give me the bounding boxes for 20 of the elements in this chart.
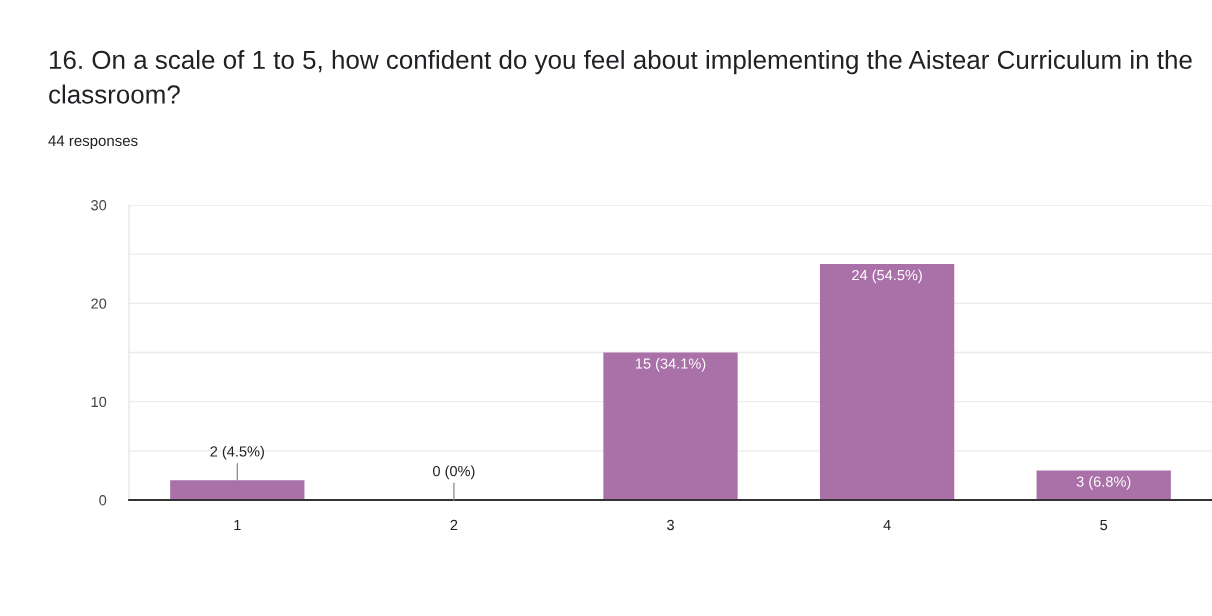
- x-tick-label: 1: [234, 519, 241, 531]
- x-tick-label: 3: [667, 519, 674, 531]
- x-tick-label: 4: [883, 519, 891, 531]
- data-label: 3 (6.8%): [1076, 476, 1131, 490]
- bar: [603, 352, 738, 500]
- y-tick-label: 0: [99, 495, 107, 506]
- data-label: 15 (34.1%): [635, 358, 706, 372]
- bar: [1036, 470, 1171, 500]
- bar: [170, 480, 305, 500]
- y-tick-label: 20: [91, 298, 107, 309]
- x-tick-label: 5: [1100, 519, 1108, 531]
- chart-title: 16. On a scale of 1 to 5, how confident do you feel about implementing the Aistear Curriculum in the classroom?: [49, 50, 1192, 104]
- data-label: 0 (0%): [432, 465, 475, 480]
- data-label: 24 (54.5%): [852, 269, 922, 284]
- chart-subtitle: 44 responses: [48, 135, 138, 149]
- bar: [819, 264, 955, 500]
- x-tick-label: 2: [450, 519, 458, 531]
- data-label: 2 (4.5%): [210, 445, 264, 460]
- y-tick-label: 10: [91, 396, 107, 408]
- y-tick-label: 30: [91, 200, 107, 211]
